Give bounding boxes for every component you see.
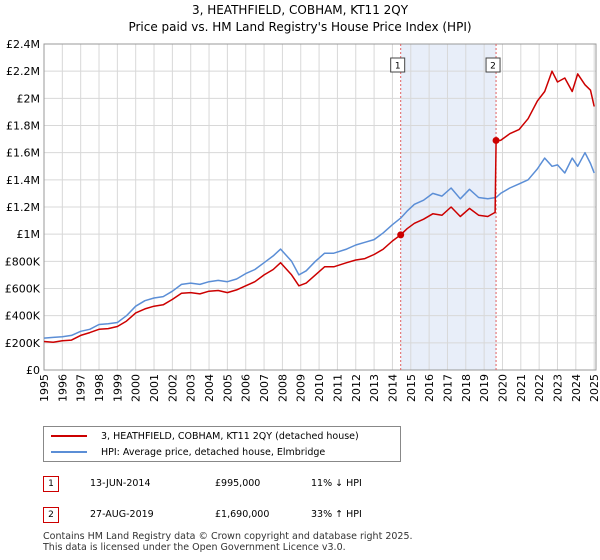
x-tick-label: 2011 <box>331 374 344 402</box>
marker-box <box>485 57 501 73</box>
x-tick-label: 2004 <box>203 374 216 402</box>
y-tick-label: £1.4M <box>6 174 40 187</box>
x-tick-label: 2008 <box>276 374 289 402</box>
y-tick-label: £200K <box>5 337 41 350</box>
x-tick-label: 2021 <box>515 374 528 402</box>
y-tick-label: £400K <box>5 310 41 323</box>
series-line-hpi <box>43 151 595 339</box>
sale-point <box>397 231 405 239</box>
footer-copyright: Contains HM Land Registry data © Crown c… <box>43 531 413 542</box>
x-tick-label: 2006 <box>240 374 253 402</box>
sale-point <box>492 136 500 144</box>
x-tick-label: 2022 <box>533 374 546 402</box>
x-tick-label: 2014 <box>386 374 399 402</box>
y-tick-label: £0 <box>26 364 40 377</box>
legend-label-hpi: HPI: Average price, detached house, Elmb… <box>101 446 326 458</box>
x-tick-label: 2002 <box>166 374 179 402</box>
x-tick-label: 1999 <box>111 374 124 402</box>
footer-licence: This data is licensed under the Open Gov… <box>43 542 346 553</box>
y-tick-label: £2M <box>17 92 41 105</box>
y-tick-label: £2.4M <box>6 38 40 51</box>
x-tick-label: 2017 <box>441 374 454 402</box>
x-tick-label: 1996 <box>56 374 69 402</box>
transaction-price: £995,000 <box>215 478 261 489</box>
transaction-badge: 2 <box>43 507 59 523</box>
x-tick-label: 1997 <box>75 374 88 402</box>
marker-label: 1 <box>395 62 401 72</box>
y-tick-label: £1.2M <box>6 201 40 214</box>
transaction-hpi-diff: 33% ↑ HPI <box>311 509 362 520</box>
legend-item-property: 3, HEATHFIELD, COBHAM, KT11 2QY (detache… <box>51 429 359 443</box>
transaction-price: £1,690,000 <box>215 509 270 520</box>
x-tick-label: 2005 <box>221 374 234 402</box>
chart-subtitle: Price paid vs. HM Land Registry's House … <box>128 20 472 34</box>
x-tick-label: 2001 <box>148 374 161 402</box>
x-tick-label: 2018 <box>460 374 473 402</box>
transaction-date: 13-JUN-2014 <box>90 478 151 489</box>
x-tick-label: 2024 <box>570 374 583 402</box>
x-tick-label: 2007 <box>258 374 271 402</box>
transaction-row: 1 13-JUN-2014 £995,000 11% ↓ HPI <box>43 476 403 494</box>
x-tick-label: 2000 <box>130 374 143 402</box>
y-tick-label: £1M <box>17 228 41 241</box>
x-tick-label: 2025 <box>588 374 600 402</box>
y-tick-label: £2.2M <box>6 65 40 78</box>
price-chart: £0 £200K £400K £600K £800K £1M £1.2M £1.4M £1.6M… <box>5 38 600 402</box>
transaction-badge: 1 <box>43 476 59 492</box>
legend: 3, HEATHFIELD, COBHAM, KT11 2QY (detache… <box>43 426 401 462</box>
x-tick-label: 2016 <box>423 374 436 402</box>
transaction-row: 2 27-AUG-2019 £1,690,000 33% ↑ HPI <box>43 507 403 525</box>
legend-item-hpi: HPI: Average price, detached house, Elmb… <box>51 445 325 459</box>
marker-label: 2 <box>490 62 496 72</box>
x-tick-label: 2019 <box>478 374 491 402</box>
x-tick-label: 1995 <box>38 374 51 402</box>
x-tick-label: 2015 <box>405 374 418 402</box>
y-tick-label: £1.6M <box>6 147 40 160</box>
x-tick-label: 2020 <box>496 374 509 402</box>
chart-title: 3, HEATHFIELD, COBHAM, KT11 2QY <box>191 3 409 17</box>
legend-label-property: 3, HEATHFIELD, COBHAM, KT11 2QY (detache… <box>101 430 359 442</box>
plot-frame <box>43 43 597 371</box>
marker-box <box>390 57 406 73</box>
x-tick-label: 2023 <box>551 374 564 402</box>
x-tick-label: 2012 <box>350 374 363 402</box>
y-tick-label: £800K <box>5 255 41 268</box>
x-tick-label: 2009 <box>295 374 308 402</box>
y-tick-label: £1.8M <box>6 120 40 133</box>
x-tick-label: 2003 <box>185 374 198 402</box>
x-tick-label: 2010 <box>313 374 326 402</box>
transaction-hpi-diff: 11% ↓ HPI <box>311 478 362 489</box>
transaction-date: 27-AUG-2019 <box>90 509 154 520</box>
legend-swatch-hpi <box>51 451 87 453</box>
series-line-property <box>43 70 595 343</box>
y-tick-label: £600K <box>5 283 41 296</box>
x-tick-label: 2013 <box>368 374 381 402</box>
legend-swatch-property <box>51 435 87 437</box>
x-tick-label: 1998 <box>93 374 106 402</box>
